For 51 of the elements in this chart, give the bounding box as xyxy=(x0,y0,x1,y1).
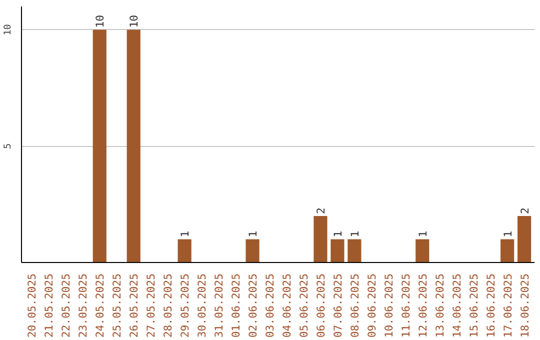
x-tick-label: 25.05.2025 xyxy=(110,274,124,338)
x-tick-label: 09.06.2025 xyxy=(365,274,378,338)
data-label: 2 xyxy=(518,208,532,214)
x-tick-label: 23.05.2025 xyxy=(76,274,90,338)
y-tick-label: 5 xyxy=(2,143,14,149)
data-label: 1 xyxy=(331,230,344,238)
x-tick-label: 31.05.2025 xyxy=(212,274,226,338)
data-label: 10 xyxy=(128,14,141,28)
x-tick-label: 06.06.2025 xyxy=(314,274,328,338)
bar xyxy=(330,239,344,262)
x-tick-label: 21.05.2025 xyxy=(42,274,56,338)
x-tick-label: 10.06.2025 xyxy=(382,274,396,338)
x-tick-label: 24.05.2025 xyxy=(94,274,107,338)
data-label: 1 xyxy=(416,230,430,238)
bar xyxy=(92,30,106,262)
x-tick-label: 07.06.2025 xyxy=(331,274,344,338)
x-tick-label: 30.05.2025 xyxy=(196,274,209,338)
data-label: 1 xyxy=(246,230,260,238)
x-tick-label: 17.06.2025 xyxy=(501,274,514,338)
data-label: 1 xyxy=(348,230,362,238)
x-tick-label: 28.05.2025 xyxy=(162,274,175,338)
x-tick-label: 12.06.2025 xyxy=(416,274,430,338)
x-tick-label: 16.06.2025 xyxy=(484,274,498,338)
bar xyxy=(178,239,192,262)
data-label: 1 xyxy=(178,230,192,238)
x-tick-label: 01.06.2025 xyxy=(230,274,243,338)
x-tick-label: 03.06.2025 xyxy=(264,274,277,338)
data-label: 1 xyxy=(501,230,514,238)
data-label: 10 xyxy=(94,14,107,28)
x-tick-label: 08.06.2025 xyxy=(348,274,362,338)
x-tick-label: 05.06.2025 xyxy=(297,274,310,338)
x-tick-label: 02.06.2025 xyxy=(246,274,260,338)
x-tick-label: 27.05.2025 xyxy=(144,274,158,338)
bar xyxy=(314,216,328,262)
x-tick-label: 14.06.2025 xyxy=(450,274,464,338)
x-tick-label: 29.05.2025 xyxy=(178,274,192,338)
x-tick-label: 18.06.2025 xyxy=(518,274,532,338)
x-tick-label: 15.06.2025 xyxy=(467,274,480,338)
x-tick-label: 11.06.2025 xyxy=(399,274,412,338)
x-tick-label: 04.06.2025 xyxy=(280,274,294,338)
x-tick-label: 13.06.2025 xyxy=(433,274,446,338)
bar xyxy=(126,30,140,262)
bar xyxy=(348,239,362,262)
x-tick-label: 26.05.2025 xyxy=(128,274,141,338)
bar xyxy=(246,239,260,262)
data-label: 2 xyxy=(314,208,328,214)
x-tick-label: 20.05.2025 xyxy=(26,274,39,338)
bar xyxy=(500,239,514,262)
bar xyxy=(518,216,532,262)
bar xyxy=(416,239,430,262)
x-tick-label: 22.05.2025 xyxy=(60,274,73,338)
